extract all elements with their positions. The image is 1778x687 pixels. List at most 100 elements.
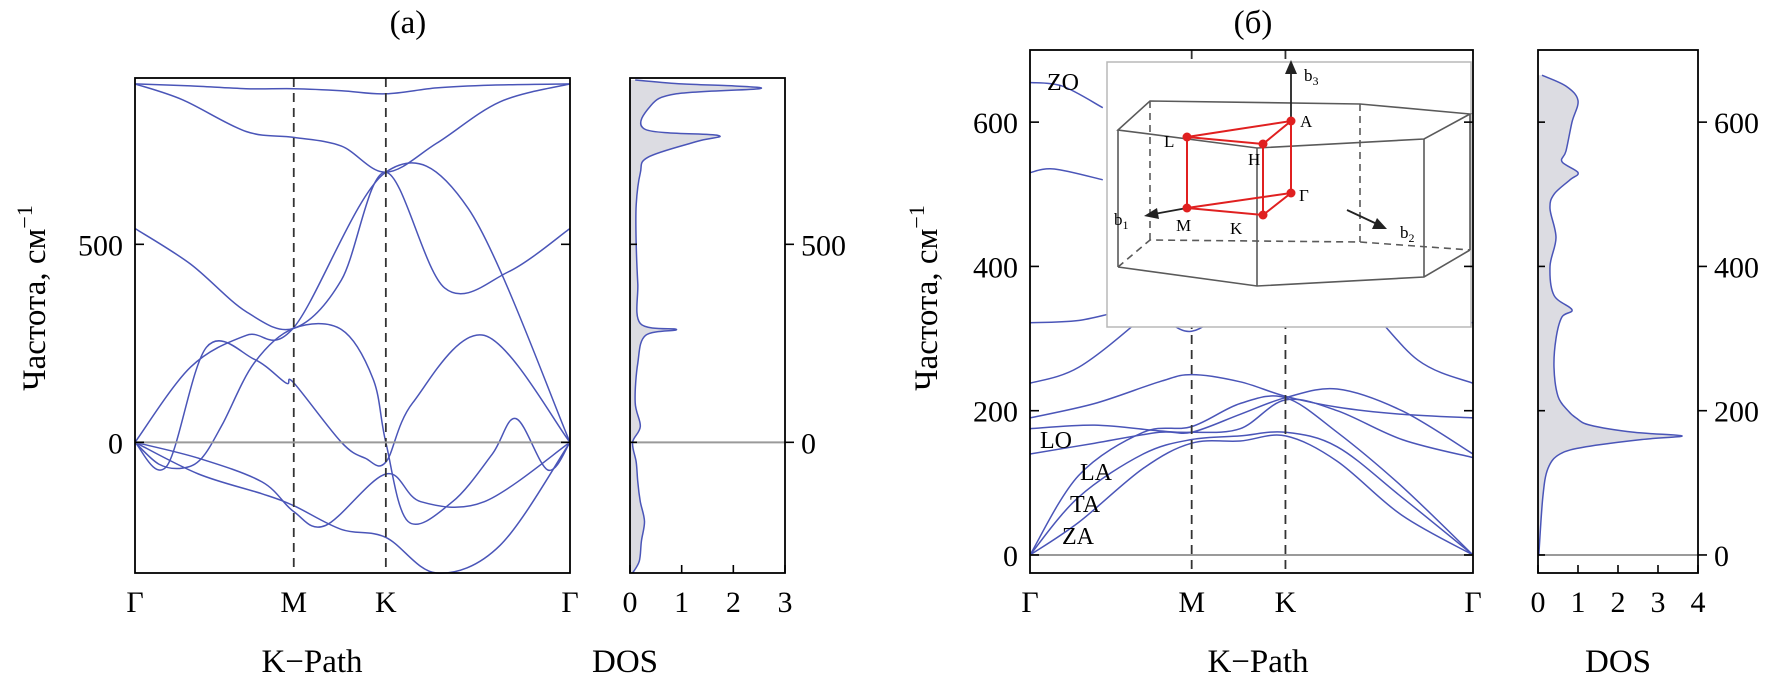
band-band-5 (134, 334, 571, 471)
panel-b-y-axis-label-text: Частота, см (909, 228, 945, 390)
dos-x-tick-label: 1 (1571, 586, 1586, 619)
panel-b: (б) (904, 5, 1482, 680)
panel-b-dos-x-axis-label: DOS (1585, 644, 1651, 680)
x-tick-label: K (1275, 586, 1297, 619)
dos-x-tick-label: 4 (1691, 586, 1706, 619)
panel-b-y-ticks: 0 200 400 600 (973, 107, 1473, 573)
point-L (1182, 132, 1192, 142)
b1-arrow-head (1144, 208, 1159, 219)
x-tick-label: M (280, 586, 307, 619)
label-b2: b2 (1400, 223, 1415, 245)
band-band-7 (134, 441, 571, 574)
panel-a-dos-curve (631, 79, 763, 574)
band-band-3 (134, 162, 571, 443)
point-A (1286, 116, 1296, 126)
dos-y-tick-label: 200 (1714, 396, 1759, 429)
mode-label-LA: LA (1080, 460, 1113, 486)
brillouin-zone-inset: L A H M K Γ b1 b2 b3 (1106, 60, 1473, 328)
label-M: M (1176, 216, 1191, 235)
panel-b-x-axis-label: K−Path (1207, 644, 1309, 680)
y-tick-label: 400 (973, 251, 1018, 284)
panel-b-y-axis-label: Частота, см−1 (904, 205, 945, 391)
panel-a-dos-x-ticks: 0 1 2 3 (623, 565, 793, 619)
panel-a-bands (134, 83, 571, 574)
label-b3: b3 (1304, 66, 1319, 88)
band-band-4 (134, 171, 571, 331)
panel-a: (a) 0 500 Γ M K Γ K−Path Частота, см−1 (12, 5, 579, 680)
x-tick-label: Γ (1464, 586, 1481, 619)
panel-a-x-axis-label: K−Path (261, 644, 363, 680)
panel-a-dos: 0 500 0 1 2 3 DOS (592, 77, 846, 680)
panel-a-y-ticks: 0 500 (78, 229, 570, 460)
dos-x-tick-label: 1 (674, 586, 689, 619)
prism-bottom-edges (1117, 249, 1471, 287)
band-LA (1029, 395, 1474, 556)
point-Gamma (1286, 188, 1296, 198)
panel-a-dos-y-ticks: 0 500 (630, 229, 846, 460)
panel-b-dos-curve (1538, 74, 1683, 556)
panel-a-y-axis-label: Частота, см−1 (12, 205, 53, 391)
band-band-6 (134, 322, 571, 525)
point-K (1258, 210, 1268, 220)
dos-y-tick-label: 600 (1714, 107, 1759, 140)
point-H (1258, 139, 1268, 149)
label-b1: b1 (1114, 210, 1129, 232)
panel-a-dos-x-axis-label: DOS (592, 644, 658, 680)
band-ZO (1029, 81, 1104, 109)
y-tick-label: 200 (973, 396, 1018, 429)
label-H: H (1248, 150, 1260, 169)
band-ZA (1029, 434, 1474, 556)
b1-arrow (1153, 207, 1188, 215)
mode-label-ZA: ZA (1062, 524, 1095, 550)
dos-y-tick-label: 500 (801, 229, 846, 262)
dos-x-tick-label: 0 (623, 586, 638, 619)
band-band-1 (134, 83, 571, 95)
label-K: K (1230, 219, 1243, 238)
point-M (1182, 203, 1192, 213)
panel-b-label: (б) (1234, 5, 1273, 41)
x-tick-label: M (1178, 586, 1205, 619)
b2-arrow-head (1372, 218, 1387, 229)
band-LO-high (1029, 373, 1474, 419)
band-LO (1029, 387, 1474, 455)
dos-y-tick-label: 400 (1714, 251, 1759, 284)
y-tick-label: 0 (108, 427, 123, 460)
band-band-8 (134, 441, 571, 528)
panel-b-y-axis-label-superscript: −1 (904, 205, 929, 228)
label-Gamma: Γ (1299, 186, 1309, 205)
wedge-bottom (1186, 191, 1295, 217)
x-tick-label: Γ (1021, 586, 1038, 619)
dos-x-tick-label: 3 (778, 586, 793, 619)
label-L: L (1164, 132, 1174, 151)
panel-b-plot-frame (1029, 49, 1474, 574)
wedge-top (1186, 119, 1295, 146)
x-tick-label: Γ (126, 586, 143, 619)
panel-a-dos-fill (630, 79, 762, 573)
band-TA (1029, 431, 1474, 556)
y-tick-label: 600 (973, 107, 1018, 140)
x-tick-label: Γ (561, 586, 578, 619)
panel-b-dos-fill (1538, 75, 1683, 555)
mode-label-ZO: ZO (1047, 70, 1079, 96)
mode-label-LO: LO (1040, 428, 1072, 454)
panel-a-y-axis-label-text: Частота, см (17, 228, 53, 390)
y-tick-label: 500 (78, 229, 123, 262)
y-tick-label: 0 (1003, 540, 1018, 573)
b2-arrow (1346, 209, 1378, 225)
panel-a-y-axis-label-superscript: −1 (12, 205, 37, 228)
band-TO (1029, 398, 1474, 459)
panel-a-plot-frame (134, 77, 571, 574)
dos-x-tick-label: 0 (1531, 586, 1546, 619)
label-A: A (1300, 112, 1313, 131)
x-tick-label: K (375, 586, 397, 619)
dos-x-tick-label: 2 (726, 586, 741, 619)
dos-y-tick-label: 0 (1714, 540, 1729, 573)
prism-hidden-edges (1117, 239, 1471, 268)
panel-a-label: (a) (390, 5, 427, 41)
panel-b-dos-y-ticks: 0 200 400 600 (1538, 107, 1759, 573)
dos-x-tick-label: 2 (1611, 586, 1626, 619)
band-band-2 (134, 83, 571, 173)
